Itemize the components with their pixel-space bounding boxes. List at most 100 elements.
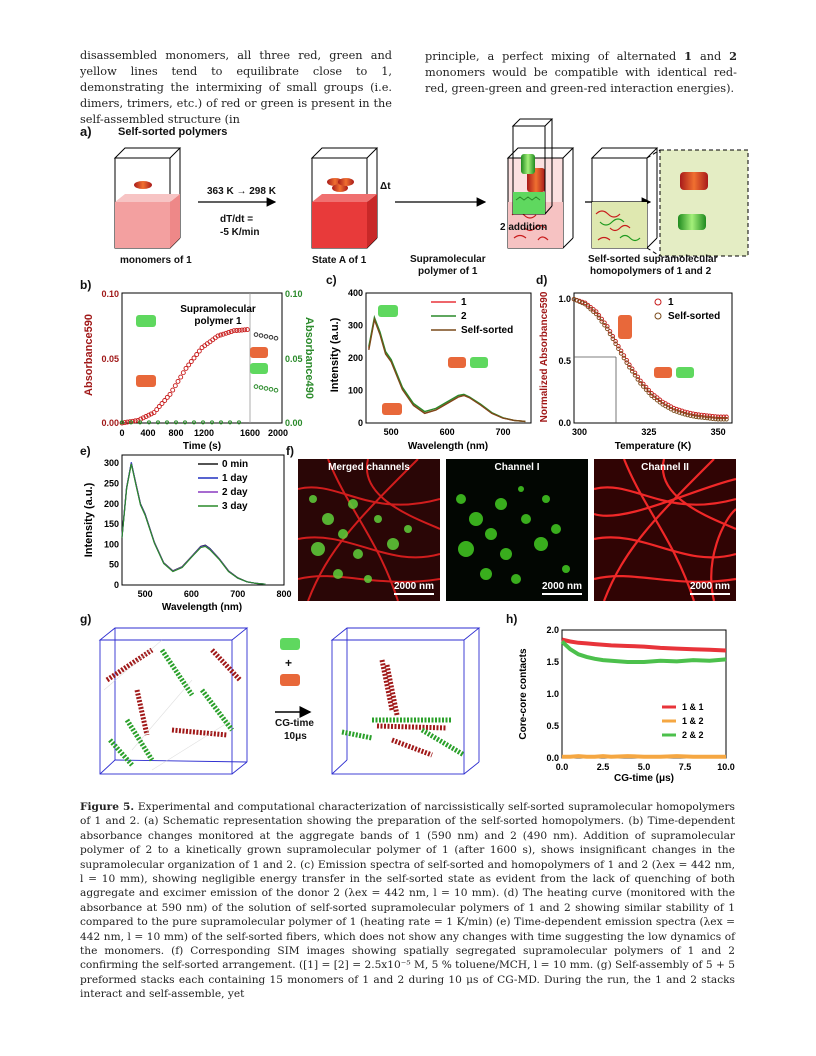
panel-b-letter: b) <box>80 278 92 292</box>
data-point <box>607 331 613 337</box>
panel-a-scheme <box>113 118 749 257</box>
label-supra-1: Supramolecular <box>410 254 486 265</box>
data-point <box>223 330 229 336</box>
zoom-box <box>659 149 749 257</box>
data-point <box>679 411 685 416</box>
b-xtick: 2000 <box>268 428 288 438</box>
data-point <box>618 348 624 354</box>
b-data-points <box>119 327 279 426</box>
panel-d-chart: Normalized Absorbance590 1.0 0.5 0.0 300 32… <box>539 291 733 452</box>
data-point <box>167 391 173 397</box>
data-point <box>671 405 677 411</box>
x-tick-label: 7.5 <box>679 762 692 772</box>
data-point <box>721 414 726 420</box>
b-ytick-right: 0.05 <box>285 354 303 364</box>
y-tick-label: 300 <box>104 458 119 468</box>
panel-h-letter: h) <box>506 612 518 626</box>
sim-merged-image <box>298 459 440 601</box>
e-xlabel: Wavelength (nm) <box>162 602 242 613</box>
data-point <box>652 395 657 401</box>
y-tick-label: 0 <box>358 418 363 428</box>
data-point <box>151 410 157 416</box>
d-legend-2: Self-sorted <box>668 311 720 322</box>
h-legend: 1 & 1 <box>682 702 704 712</box>
intro-left-column: disassembled monomers, all three red, gr… <box>80 49 392 126</box>
data-point <box>627 362 632 368</box>
data-point <box>724 417 729 422</box>
data-point <box>696 412 701 417</box>
y-tick-label: 250 <box>104 478 119 488</box>
b-ytick-right: 0.10 <box>285 289 303 299</box>
intro-right-column: principle, a perfect mixing of alternate… <box>425 48 737 97</box>
data-point <box>646 390 652 395</box>
b-xtick: 1200 <box>194 428 214 438</box>
y-tick-label: 2.0 <box>546 625 559 635</box>
data-point <box>638 381 643 386</box>
h-legend: 2 & 2 <box>682 730 704 740</box>
b-xlabel: Time (s) <box>183 441 221 452</box>
d-xlabel: Temperature (K) <box>615 441 692 452</box>
data-point <box>186 362 192 368</box>
data-point <box>154 407 160 413</box>
data-point <box>724 414 729 420</box>
data-point <box>643 387 649 392</box>
data-point <box>174 420 178 425</box>
data-point <box>194 352 200 357</box>
data-point <box>138 420 142 425</box>
data-point <box>164 394 170 400</box>
e-legend: 2 day <box>222 487 248 498</box>
data-point <box>148 411 154 417</box>
sim-channel-2: Channel II 2000 nm <box>594 459 736 601</box>
b-xtick: 1600 <box>240 428 260 438</box>
data-point <box>702 415 707 420</box>
data-point <box>236 327 242 333</box>
data-point <box>618 351 624 356</box>
data-point <box>180 370 186 376</box>
y-tick-label: 200 <box>104 499 119 509</box>
x-tick-label: 500 <box>138 589 153 599</box>
b-annotation-2: polymer 1 <box>194 316 242 327</box>
data-point <box>210 420 214 425</box>
data-point <box>219 420 223 425</box>
h-series <box>560 637 727 759</box>
data-point <box>707 413 713 419</box>
b-stack-green-icon <box>136 315 156 327</box>
sim-title: Merged channels <box>328 462 410 473</box>
e-legend: 0 min <box>222 459 248 470</box>
b-xtick: 800 <box>168 428 183 438</box>
y-tick-label: 0.0 <box>558 418 571 428</box>
h-xlabel: CG-time (μs) <box>614 773 674 784</box>
data-point <box>591 309 596 314</box>
data-point <box>721 417 726 422</box>
g-red-stack-icon <box>280 674 300 686</box>
data-point <box>120 420 124 425</box>
data-point <box>582 301 588 307</box>
e-ylabel: Intensity (a.u.) <box>83 482 95 557</box>
scale-label: 2000 nm <box>541 581 582 592</box>
x-tick-label: 5.0 <box>638 762 651 772</box>
x-tick-label: 350 <box>711 427 726 437</box>
data-point <box>654 397 660 403</box>
data-point <box>682 412 688 417</box>
data-point <box>156 404 162 409</box>
panel-d-letter: d) <box>536 273 548 287</box>
data-point <box>610 334 616 339</box>
e-series <box>121 462 266 585</box>
e-legend: 1 day <box>222 473 248 484</box>
x-tick-label: 300 <box>572 427 587 437</box>
x-tick-label: 0.0 <box>556 762 569 772</box>
data-point <box>192 420 196 425</box>
data-point <box>707 416 713 421</box>
data-point <box>704 413 710 418</box>
data-point <box>671 408 677 413</box>
b-ytick-left: 0.00 <box>101 418 119 428</box>
b-xtick: 0 <box>119 428 124 438</box>
data-point <box>585 302 591 308</box>
data-point <box>140 415 146 421</box>
y-tick-label: 200 <box>348 353 363 363</box>
data-point <box>201 420 205 425</box>
data-point <box>718 414 724 420</box>
x-tick-label: 600 <box>184 589 199 599</box>
data-point <box>599 319 604 324</box>
